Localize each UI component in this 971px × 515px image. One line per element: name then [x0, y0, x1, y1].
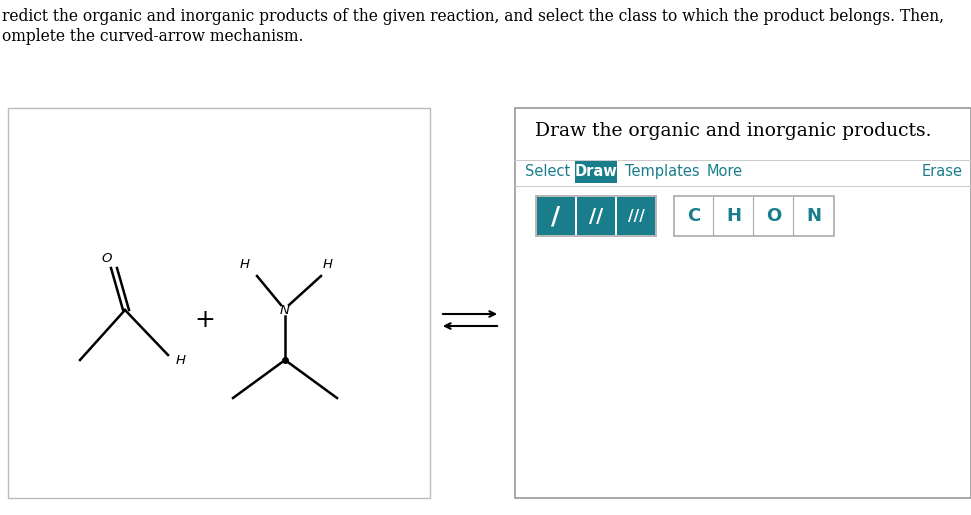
Text: H: H [323, 259, 333, 271]
Text: C: C [687, 207, 701, 225]
Bar [715, 197, 753, 235]
Bar [617, 197, 655, 235]
Bar [675, 197, 713, 235]
Bar [755, 197, 793, 235]
Bar [537, 197, 575, 235]
Text: /: / [552, 204, 560, 228]
Bar [674, 196, 834, 236]
Text: //: // [588, 207, 603, 226]
Text: More: More [707, 164, 743, 179]
Bar [515, 108, 971, 498]
Bar [575, 161, 617, 183]
Text: Templates: Templates [625, 164, 700, 179]
Text: H: H [176, 354, 186, 368]
Bar [536, 196, 656, 236]
Bar [8, 108, 430, 498]
Bar [795, 197, 833, 235]
Text: Select: Select [525, 164, 570, 179]
Text: Erase: Erase [922, 164, 963, 179]
Text: ///: /// [627, 209, 645, 224]
Text: redict the organic and inorganic products of the given reaction, and select the : redict the organic and inorganic product… [2, 8, 944, 25]
Text: H: H [240, 259, 250, 271]
Text: H: H [726, 207, 742, 225]
Text: O: O [102, 251, 113, 265]
Text: N: N [280, 303, 290, 317]
Text: N: N [807, 207, 821, 225]
Text: omplete the curved-arrow mechanism.: omplete the curved-arrow mechanism. [2, 28, 304, 45]
Text: Draw: Draw [575, 164, 618, 180]
Text: O: O [766, 207, 782, 225]
Bar [577, 197, 615, 235]
Text: +: + [194, 308, 216, 332]
Text: Draw the organic and inorganic products.: Draw the organic and inorganic products. [535, 122, 931, 140]
